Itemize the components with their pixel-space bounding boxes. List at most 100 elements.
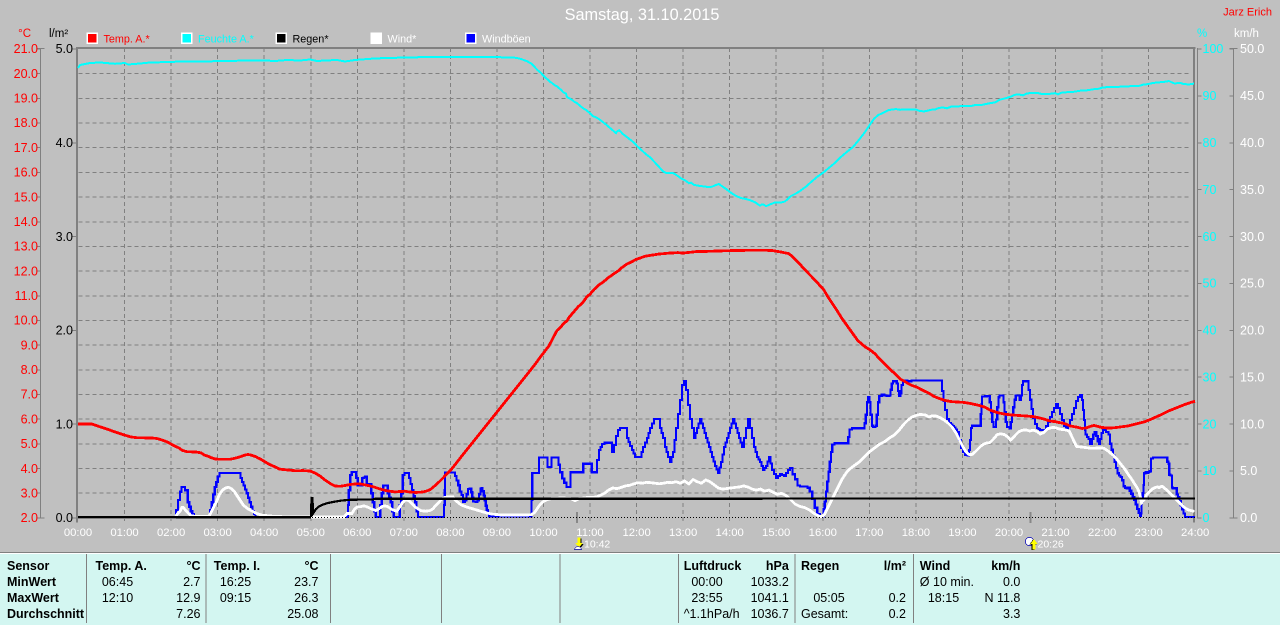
svg-text:MinWert: MinWert: [7, 575, 57, 589]
svg-text:04:00: 04:00: [250, 527, 278, 539]
svg-text:MaxWert: MaxWert: [7, 591, 60, 605]
svg-text:12.9: 12.9: [176, 591, 200, 605]
svg-text:0.0: 0.0: [1240, 511, 1257, 525]
svg-text:12:00: 12:00: [622, 527, 650, 539]
svg-text:3.0: 3.0: [56, 230, 73, 244]
svg-text:21.0: 21.0: [14, 42, 38, 56]
svg-text:Wind*: Wind*: [388, 34, 418, 46]
svg-text:20: 20: [1203, 417, 1217, 431]
svg-text:9.0: 9.0: [21, 338, 38, 352]
svg-text:05:05: 05:05: [813, 591, 844, 605]
svg-text:0.0: 0.0: [56, 511, 73, 525]
svg-text:10: 10: [1203, 464, 1217, 478]
svg-text:%: %: [1197, 28, 1207, 40]
svg-text:Regen*: Regen*: [293, 34, 330, 46]
svg-text:3.0: 3.0: [21, 486, 38, 500]
svg-text:1041.1: 1041.1: [751, 591, 789, 605]
svg-text:50: 50: [1203, 277, 1217, 291]
svg-text:8.0: 8.0: [21, 363, 38, 377]
svg-text:Durchschnitt: Durchschnitt: [7, 607, 85, 621]
svg-text:Gesamt:: Gesamt:: [801, 607, 848, 621]
svg-text:00:00: 00:00: [691, 575, 722, 589]
svg-text:90: 90: [1203, 89, 1217, 103]
svg-text:15.0: 15.0: [1240, 370, 1264, 384]
svg-text:Regen: Regen: [801, 559, 839, 573]
svg-text:2.0: 2.0: [21, 511, 38, 525]
svg-text:10:42: 10:42: [584, 539, 610, 551]
svg-text:km/h: km/h: [991, 559, 1020, 573]
svg-text:15:00: 15:00: [762, 527, 790, 539]
svg-text:13:00: 13:00: [669, 527, 697, 539]
svg-text:80: 80: [1203, 136, 1217, 150]
svg-text:Luftdruck: Luftdruck: [684, 559, 742, 573]
svg-text:7.26: 7.26: [176, 607, 200, 621]
svg-text:l/m²: l/m²: [49, 28, 68, 40]
svg-text:08:00: 08:00: [436, 527, 464, 539]
svg-text:l/m²: l/m²: [884, 559, 906, 573]
svg-text:25.08: 25.08: [287, 607, 318, 621]
svg-text:5.0: 5.0: [1240, 464, 1257, 478]
svg-text:km/h: km/h: [1234, 28, 1259, 40]
svg-text:N 11.8: N 11.8: [984, 591, 1020, 605]
svg-text:11.0: 11.0: [15, 289, 38, 303]
svg-text:Samstag, 31.10.2015: Samstag, 31.10.2015: [565, 6, 720, 24]
svg-text:Wind: Wind: [920, 559, 950, 573]
svg-text:Temp. A.*: Temp. A.*: [104, 34, 151, 46]
svg-text:12.0: 12.0: [14, 264, 38, 278]
svg-text:15.0: 15.0: [14, 190, 38, 204]
svg-text:30: 30: [1203, 370, 1217, 384]
svg-text:19:00: 19:00: [948, 527, 976, 539]
svg-text:3.3: 3.3: [1003, 607, 1020, 621]
svg-text:23:55: 23:55: [691, 591, 722, 605]
svg-text:4.0: 4.0: [56, 136, 73, 150]
svg-text:19.0: 19.0: [14, 92, 38, 106]
svg-text:20.0: 20.0: [1240, 324, 1264, 338]
svg-text:60: 60: [1203, 230, 1217, 244]
svg-text:25.0: 25.0: [1240, 277, 1264, 291]
svg-text:Temp. I.: Temp. I.: [214, 559, 260, 573]
svg-text:6.0: 6.0: [21, 412, 38, 426]
svg-text:26.3: 26.3: [294, 591, 318, 605]
svg-text:12:10: 12:10: [102, 591, 133, 605]
svg-text:23:00: 23:00: [1134, 527, 1162, 539]
svg-text:0: 0: [1203, 511, 1210, 525]
svg-text:16:00: 16:00: [809, 527, 837, 539]
svg-text:50.0: 50.0: [1240, 42, 1264, 56]
svg-text:24:00: 24:00: [1181, 527, 1209, 539]
svg-text:10.0: 10.0: [14, 314, 38, 328]
svg-text:45.0: 45.0: [1240, 89, 1264, 103]
svg-text:06:45: 06:45: [102, 575, 133, 589]
svg-text:20:26: 20:26: [1038, 539, 1064, 551]
svg-text:0.2: 0.2: [889, 591, 906, 605]
svg-text:Windböen: Windböen: [482, 34, 531, 46]
svg-text:01:00: 01:00: [110, 527, 138, 539]
svg-text:Feuchte A.*: Feuchte A.*: [198, 34, 255, 46]
svg-text:0.0: 0.0: [1003, 575, 1020, 589]
svg-text:40: 40: [1203, 324, 1217, 338]
svg-text:05:00: 05:00: [297, 527, 325, 539]
svg-text:35.0: 35.0: [1240, 183, 1264, 197]
svg-text:°C: °C: [304, 559, 318, 573]
svg-text:hPa: hPa: [766, 559, 790, 573]
svg-text:17.0: 17.0: [14, 141, 38, 155]
svg-text:14.0: 14.0: [14, 215, 38, 229]
svg-text:21:00: 21:00: [1041, 527, 1069, 539]
svg-text:07:00: 07:00: [390, 527, 418, 539]
svg-text:1036.7: 1036.7: [751, 607, 789, 621]
svg-text:5.0: 5.0: [56, 42, 73, 56]
svg-text:22:00: 22:00: [1088, 527, 1116, 539]
svg-text:17:00: 17:00: [855, 527, 883, 539]
svg-text:10.0: 10.0: [1240, 417, 1264, 431]
svg-text:Sensor: Sensor: [7, 559, 50, 573]
svg-text:09:00: 09:00: [483, 527, 511, 539]
svg-text:30.0: 30.0: [1240, 230, 1264, 244]
svg-text:4.0: 4.0: [21, 462, 38, 476]
svg-text:06:00: 06:00: [343, 527, 371, 539]
svg-text:02:00: 02:00: [157, 527, 185, 539]
svg-text:1.0: 1.0: [56, 417, 73, 431]
svg-text:13.0: 13.0: [14, 240, 38, 254]
svg-text:09:15: 09:15: [220, 591, 251, 605]
svg-text:20.0: 20.0: [14, 67, 38, 81]
svg-text:100: 100: [1203, 42, 1224, 56]
svg-text:20:00: 20:00: [995, 527, 1023, 539]
